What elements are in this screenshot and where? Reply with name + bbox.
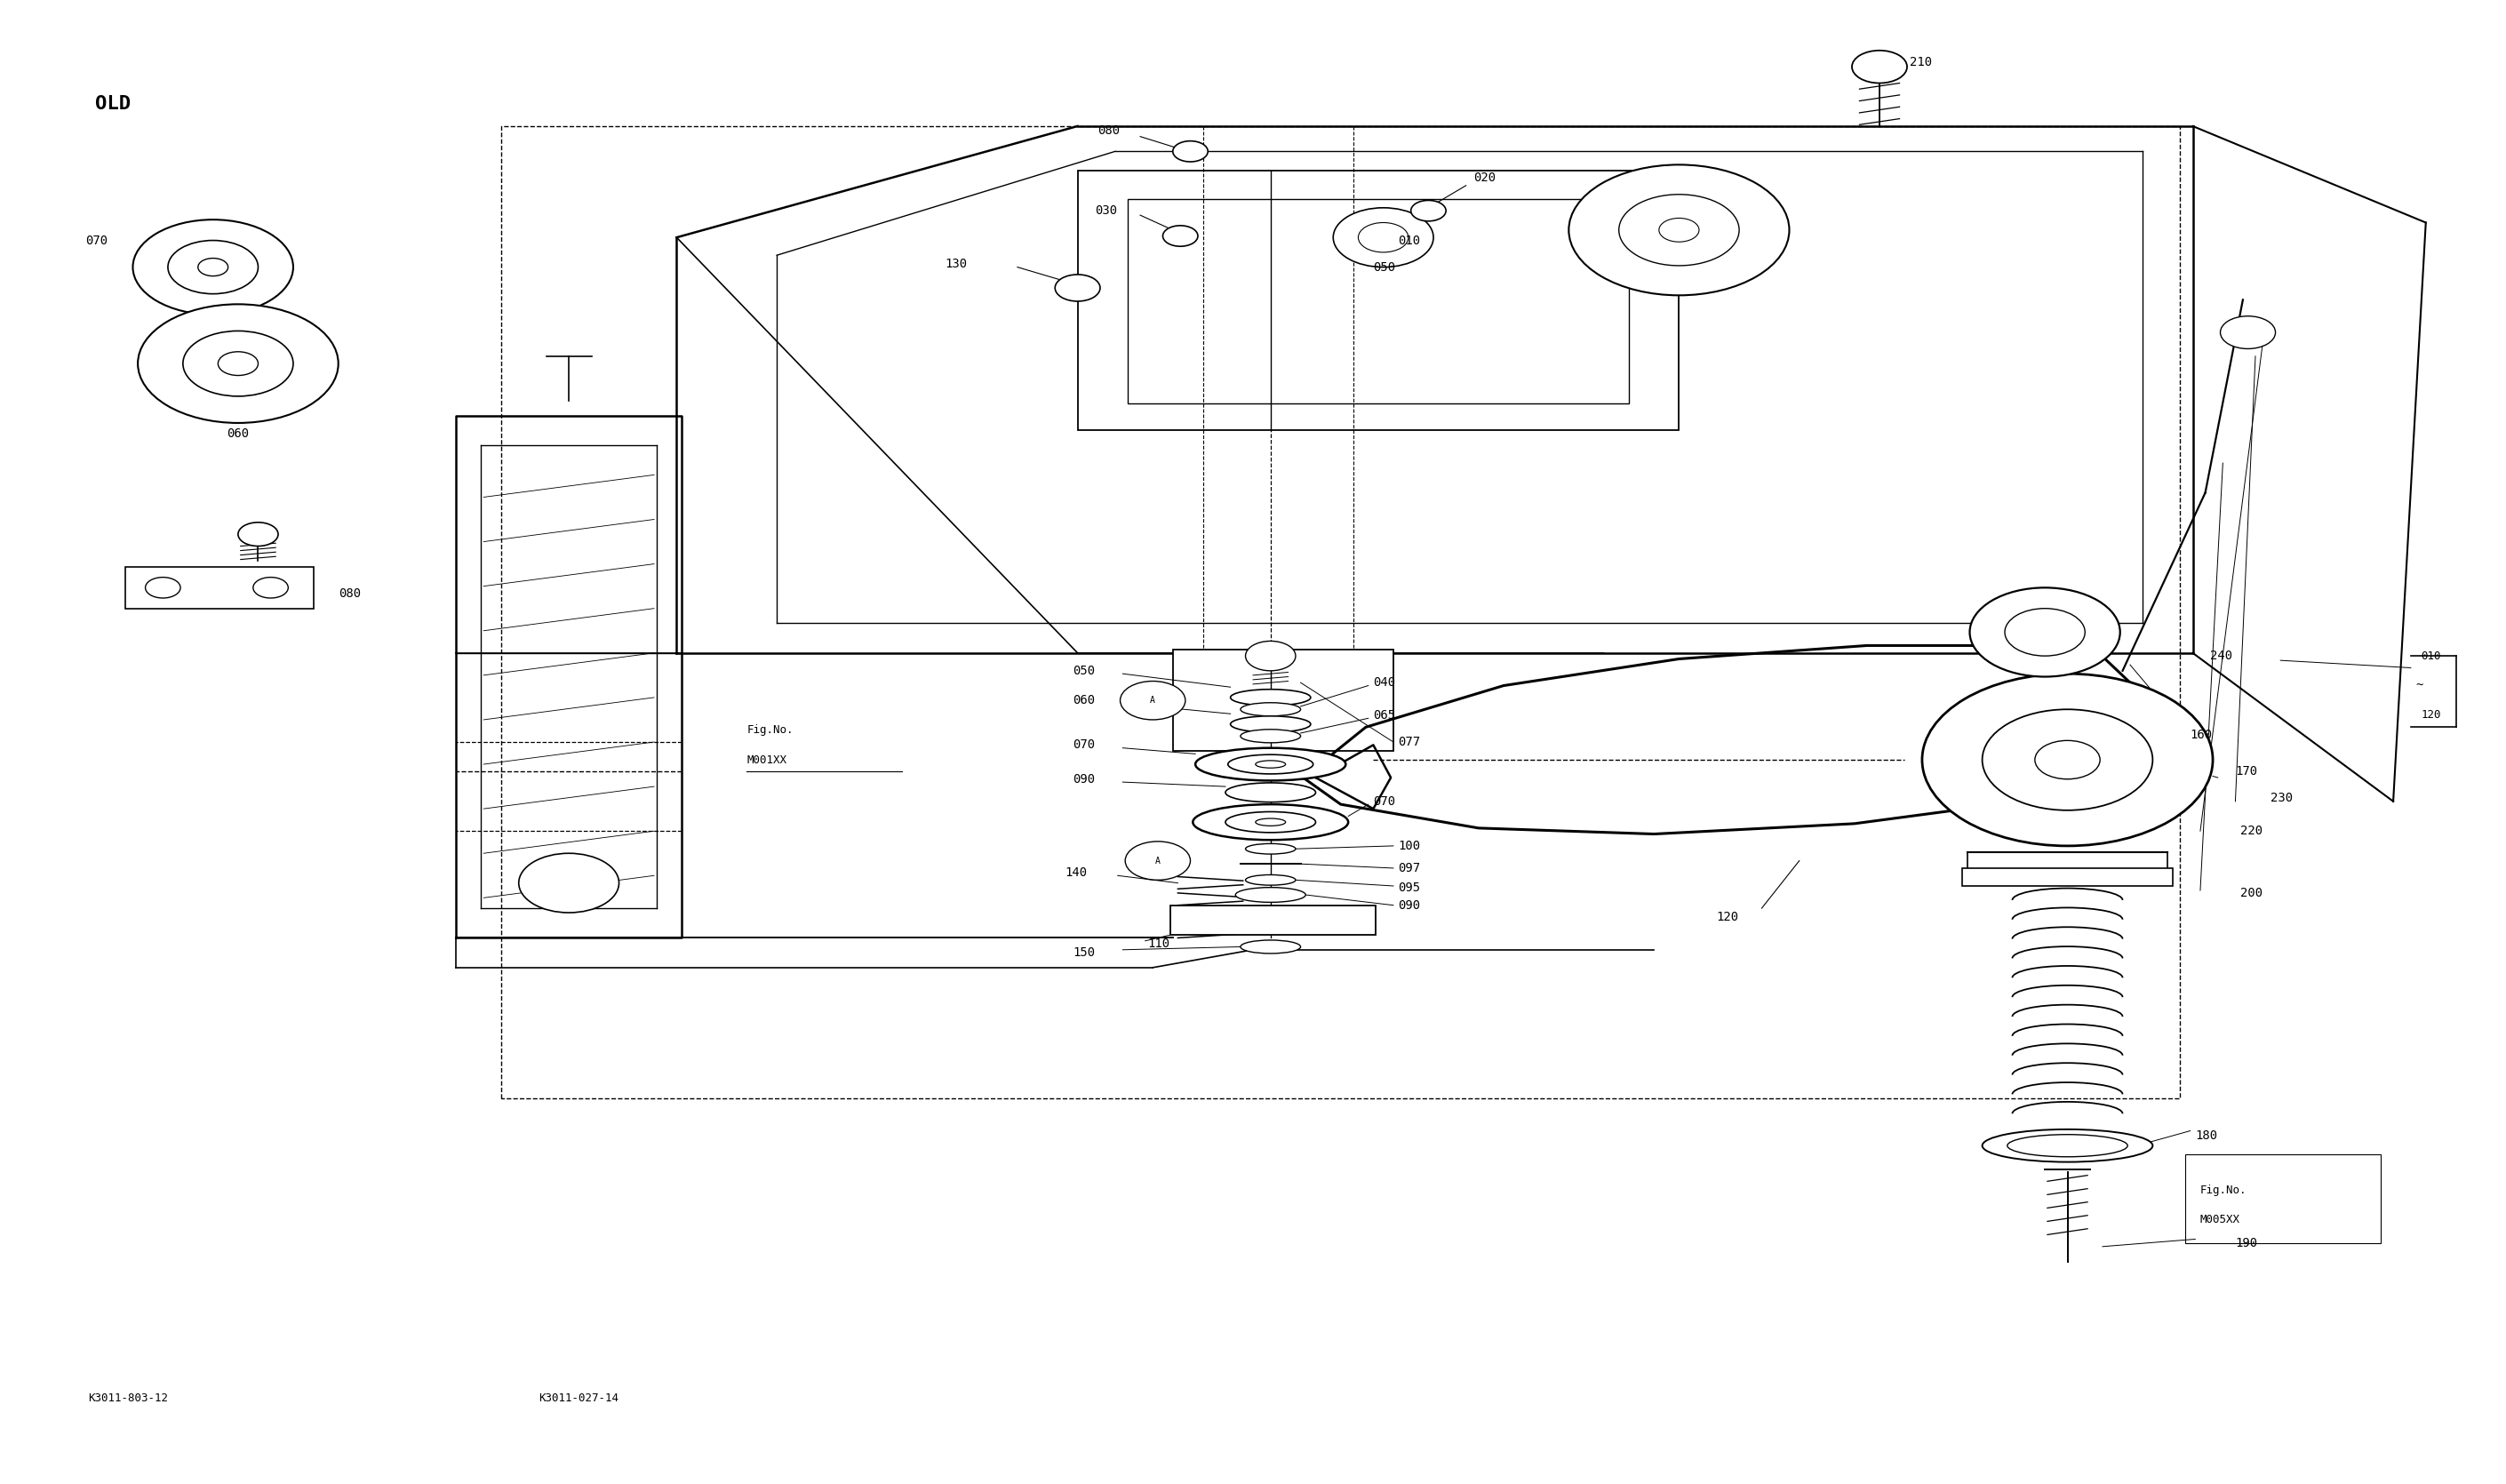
Text: A: A (1155, 856, 1160, 865)
Circle shape (1982, 709, 2153, 810)
Circle shape (1970, 588, 2120, 677)
Ellipse shape (1193, 804, 1348, 840)
Circle shape (183, 331, 293, 396)
Ellipse shape (1225, 784, 1316, 801)
Circle shape (1411, 200, 1446, 221)
Ellipse shape (1256, 761, 1286, 769)
Text: 090: 090 (1073, 773, 1095, 785)
Text: M005XX: M005XX (2200, 1214, 2240, 1226)
Text: 050: 050 (1073, 665, 1095, 677)
Text: 100: 100 (1398, 840, 1421, 852)
FancyBboxPatch shape (125, 567, 313, 608)
Circle shape (1922, 674, 2213, 846)
Text: 060: 060 (1073, 695, 1095, 706)
Text: 050: 050 (1373, 261, 1396, 273)
Ellipse shape (1225, 812, 1316, 833)
Circle shape (1659, 218, 1699, 242)
Ellipse shape (1195, 748, 1346, 781)
Text: 140: 140 (1065, 867, 1088, 879)
Ellipse shape (1230, 689, 1311, 705)
Circle shape (1619, 194, 1739, 266)
Ellipse shape (1230, 717, 1311, 733)
Circle shape (2035, 741, 2100, 779)
Text: 230: 230 (2270, 792, 2293, 804)
Text: 010: 010 (1398, 234, 1421, 246)
Circle shape (1358, 223, 1408, 252)
Text: OLD: OLD (95, 95, 130, 113)
FancyBboxPatch shape (1962, 868, 2173, 886)
Text: 070: 070 (1073, 739, 1095, 751)
Text: 095: 095 (1398, 881, 1421, 893)
Ellipse shape (1240, 941, 1301, 954)
Text: 170: 170 (2235, 766, 2258, 778)
Circle shape (218, 352, 258, 375)
Text: 200: 200 (2240, 887, 2263, 899)
Text: 065: 065 (1373, 709, 1396, 721)
Text: 040: 040 (1373, 677, 1396, 689)
Circle shape (519, 853, 619, 913)
Text: 010: 010 (2421, 650, 2441, 662)
Ellipse shape (1256, 819, 1286, 825)
Text: 180: 180 (2195, 1129, 2218, 1141)
Circle shape (2220, 316, 2275, 349)
Text: ~: ~ (2416, 680, 2423, 692)
Text: 020: 020 (1474, 172, 1496, 184)
Text: 210: 210 (1910, 56, 1932, 68)
Text: A: A (1150, 696, 1155, 705)
Circle shape (238, 522, 278, 546)
Circle shape (1173, 141, 1208, 162)
Ellipse shape (2007, 1134, 2128, 1158)
Circle shape (168, 240, 258, 294)
Circle shape (1120, 681, 1185, 720)
FancyBboxPatch shape (1170, 905, 1376, 935)
Text: K3011-027-14: K3011-027-14 (539, 1392, 619, 1404)
Circle shape (2005, 608, 2085, 656)
Text: 130: 130 (945, 258, 967, 270)
Text: 220: 220 (2240, 825, 2263, 837)
Ellipse shape (1982, 1129, 2153, 1162)
Circle shape (1125, 841, 1190, 880)
FancyBboxPatch shape (2185, 1155, 2381, 1244)
Text: 070: 070 (1373, 795, 1396, 807)
Text: 160: 160 (2190, 729, 2213, 741)
Ellipse shape (1235, 887, 1306, 902)
Circle shape (1245, 641, 1296, 671)
Text: 120: 120 (1717, 911, 1739, 923)
Text: 060: 060 (228, 427, 248, 439)
Text: 240: 240 (2210, 650, 2233, 662)
Text: K3011-803-12: K3011-803-12 (88, 1392, 168, 1404)
Ellipse shape (1240, 730, 1301, 742)
Ellipse shape (1240, 703, 1301, 717)
Circle shape (145, 577, 180, 598)
Circle shape (133, 220, 293, 315)
Text: 110: 110 (1148, 938, 1170, 950)
Text: 070: 070 (85, 234, 108, 246)
Text: 090: 090 (1398, 899, 1421, 911)
Text: 120: 120 (2421, 709, 2441, 721)
Text: 080: 080 (338, 588, 361, 600)
FancyBboxPatch shape (1173, 650, 1393, 751)
Text: M001XX: M001XX (747, 754, 787, 766)
Circle shape (1055, 275, 1100, 301)
Text: 030: 030 (1095, 205, 1118, 217)
Text: 077: 077 (1398, 736, 1421, 748)
FancyBboxPatch shape (1128, 199, 1629, 404)
Text: 080: 080 (1098, 125, 1120, 137)
Ellipse shape (1228, 755, 1313, 775)
FancyBboxPatch shape (1078, 171, 1679, 430)
Circle shape (1163, 226, 1198, 246)
Text: 097: 097 (1398, 862, 1421, 874)
Ellipse shape (1245, 843, 1296, 855)
Text: 150: 150 (1073, 947, 1095, 959)
Circle shape (1333, 208, 1433, 267)
Text: 190: 190 (2235, 1238, 2258, 1250)
Ellipse shape (1245, 876, 1296, 884)
Circle shape (1569, 165, 1789, 295)
Circle shape (1852, 50, 1907, 83)
Circle shape (253, 577, 288, 598)
Circle shape (198, 258, 228, 276)
Circle shape (138, 304, 338, 423)
Text: Fig.No.: Fig.No. (2200, 1184, 2248, 1196)
Text: Fig.No.: Fig.No. (747, 724, 794, 736)
